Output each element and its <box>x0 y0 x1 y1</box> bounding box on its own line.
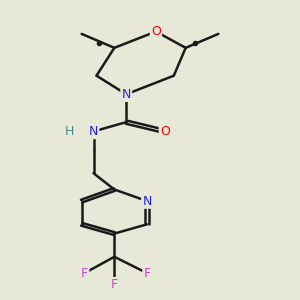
Text: N: N <box>142 195 152 208</box>
Text: F: F <box>143 267 151 280</box>
Text: O: O <box>151 25 161 38</box>
Text: O: O <box>160 125 170 138</box>
Text: H: H <box>65 125 74 138</box>
Text: N: N <box>89 125 98 138</box>
Text: F: F <box>111 278 118 291</box>
Text: F: F <box>81 267 88 280</box>
Text: N: N <box>122 88 131 101</box>
